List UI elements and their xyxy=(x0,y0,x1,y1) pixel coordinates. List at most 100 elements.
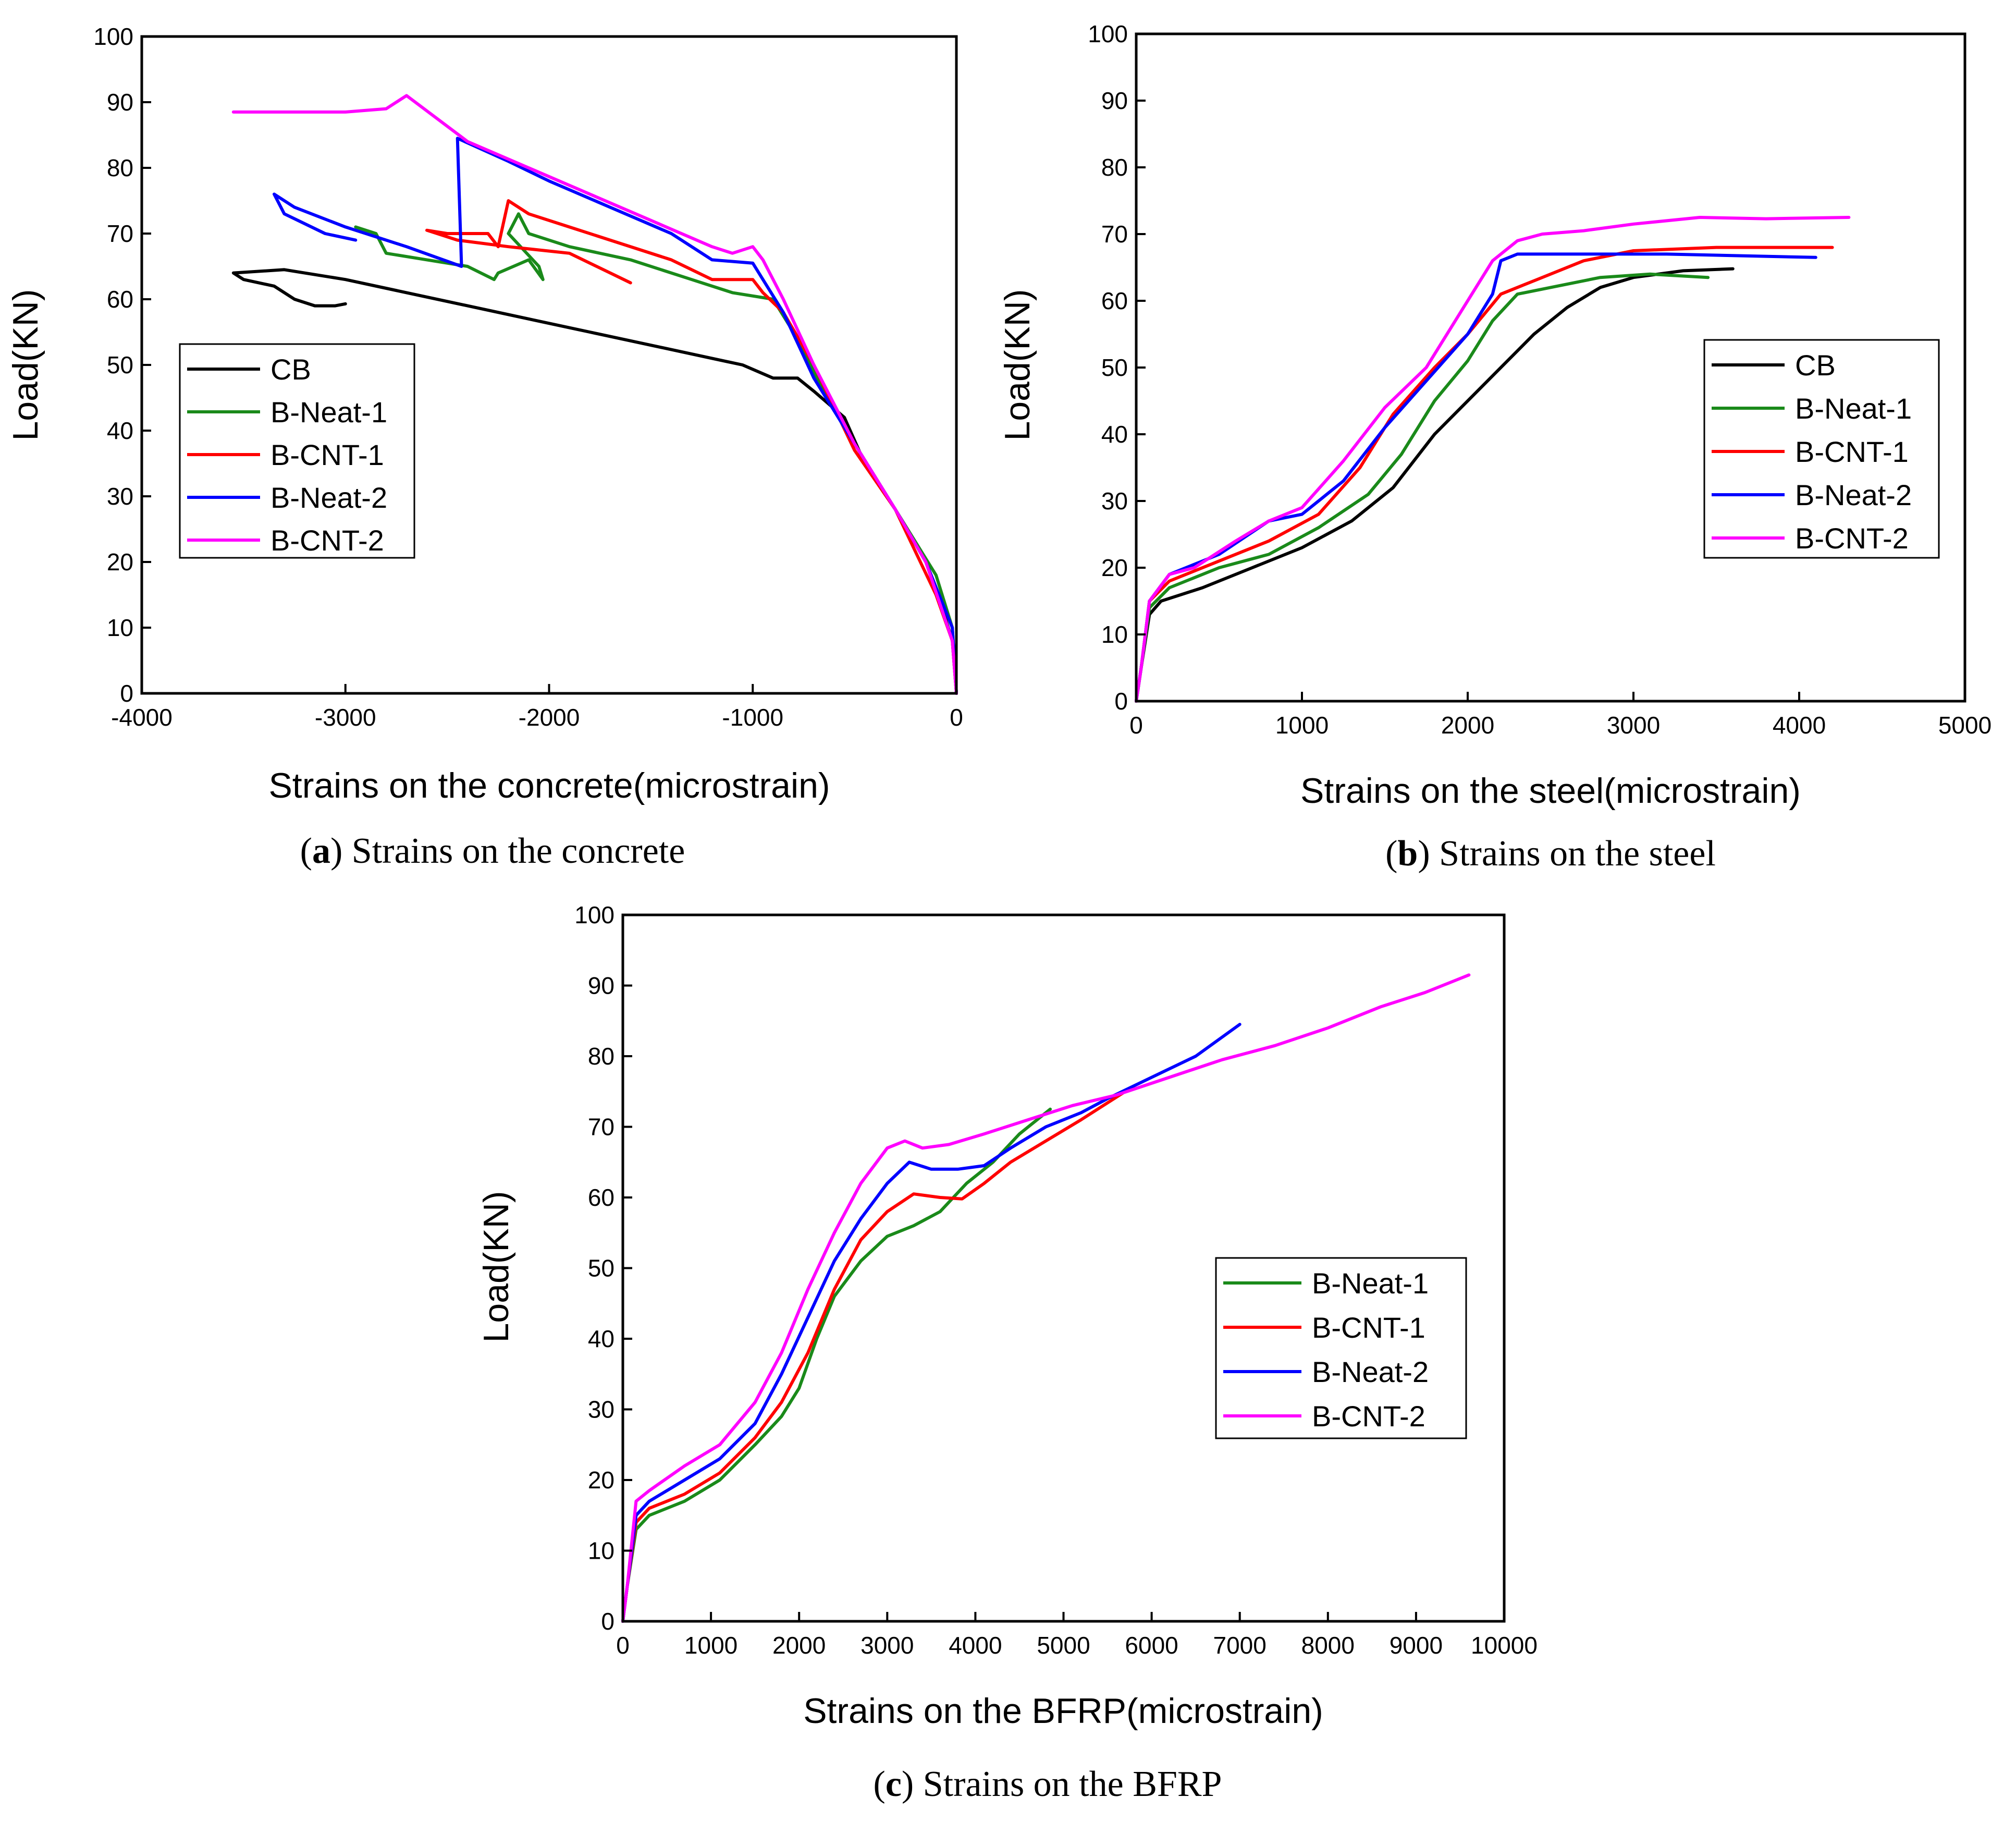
x-tick-label: 5000 xyxy=(1938,712,1992,739)
y-tick-label: 50 xyxy=(107,351,133,378)
y-tick-label: 0 xyxy=(1114,688,1128,715)
y-axis-title: Load(KN) xyxy=(476,1191,516,1342)
y-tick-label: 70 xyxy=(588,1114,614,1141)
legend: CB B-Neat-1 B-CNT-1 B-Neat-2 B-CNT-2 xyxy=(1703,339,1940,559)
y-tick-label: 30 xyxy=(1101,487,1128,515)
x-tick-label: 6000 xyxy=(1125,1632,1178,1659)
x-tick-label: -3000 xyxy=(315,704,376,731)
caption-letter: b xyxy=(1397,834,1418,874)
x-tick-label: 5000 xyxy=(1037,1632,1090,1659)
chart-panel-c: 0 1000 2000 3000 4000 5000 6000 7000 8000 9000 100… xyxy=(476,901,1538,1804)
x-tick-label: 2000 xyxy=(1441,712,1494,739)
y-tick-label: 90 xyxy=(588,972,614,999)
x-tick-label: 7000 xyxy=(1213,1632,1267,1659)
y-tick-label: 80 xyxy=(1101,154,1128,181)
x-tick-label: 4000 xyxy=(1773,712,1826,739)
x-tick-label: 3000 xyxy=(861,1632,914,1659)
x-tick-label: 1000 xyxy=(684,1632,737,1659)
legend-box xyxy=(179,343,415,559)
y-tick-label: 50 xyxy=(1101,354,1128,381)
series-line-b-cnt-1 xyxy=(1135,246,1834,703)
series-line-b-cnt-1 xyxy=(621,1090,1127,1623)
legend-label: B-CNT-1 xyxy=(1312,1311,1425,1344)
caption-text: Strains on the concrete xyxy=(352,831,685,871)
y-tick-label: 60 xyxy=(1101,287,1128,314)
y-tick-label: 80 xyxy=(588,1043,614,1070)
x-tick-label: 2000 xyxy=(772,1632,826,1659)
legend-label: B-Neat-1 xyxy=(1312,1267,1429,1300)
x-axis-title: Strains on the steel(microstrain) xyxy=(1300,771,1801,811)
legend-label: B-Neat-2 xyxy=(271,481,387,514)
y-tick-label: 40 xyxy=(588,1325,614,1352)
x-tick-label: -1000 xyxy=(722,704,783,731)
x-tick-label: 8000 xyxy=(1301,1632,1355,1659)
chart-panel-a: -4000 -3000 -2000 -1000 0 0 10 20 30 40 50 60 70 80 90… xyxy=(6,23,963,871)
series-line-b-cnt-1 xyxy=(425,199,958,695)
y-tick-label: 10 xyxy=(107,614,133,641)
series-line-b-cnt-2 xyxy=(621,973,1471,1623)
caption: (b) Strains on the steel xyxy=(1385,834,1716,874)
x-axis-title: Strains on the concrete(microstrain) xyxy=(268,766,830,805)
caption: (c) Strains on the BFRP xyxy=(874,1764,1222,1804)
series-line-b-neat-1 xyxy=(354,212,958,695)
x-tick-label: 0 xyxy=(1129,712,1143,739)
y-axis-title: Load(KN) xyxy=(6,289,45,441)
y-tick-label: 0 xyxy=(120,680,133,707)
series-line-b-cnt-2 xyxy=(231,94,958,695)
y-tick-label: 40 xyxy=(107,417,133,444)
y-tick-label: 20 xyxy=(1101,554,1128,581)
legend-label: B-Neat-1 xyxy=(271,396,387,429)
y-tick-label: 80 xyxy=(107,154,133,181)
caption-text: Strains on the steel xyxy=(1439,834,1716,874)
x-axis-title: Strains on the BFRP(microstrain) xyxy=(803,1691,1323,1731)
y-tick-label: 60 xyxy=(588,1184,614,1211)
x-tick-label: 4000 xyxy=(949,1632,1002,1659)
y-axis-title: Load(KN) xyxy=(998,289,1037,441)
y-tick-label: 100 xyxy=(574,901,614,928)
x-tick-label: 0 xyxy=(950,704,963,731)
y-tick-label: 70 xyxy=(1101,221,1128,248)
series-line-b-neat-1 xyxy=(1135,272,1710,703)
y-tick-label: 100 xyxy=(1088,20,1128,47)
x-tick-label: 1000 xyxy=(1275,712,1329,739)
y-tick-label: 90 xyxy=(107,89,133,116)
legend-label: B-Neat-2 xyxy=(1795,479,1912,511)
y-tick-label: 20 xyxy=(588,1466,614,1494)
x-tick-label: 9000 xyxy=(1390,1632,1443,1659)
series-line-b-cnt-2 xyxy=(1135,216,1851,703)
legend: B-Neat-1 B-CNT-1 B-Neat-2 B-CNT-2 xyxy=(1215,1257,1467,1439)
x-tick-label: -2000 xyxy=(519,704,580,731)
legend-label: B-CNT-1 xyxy=(271,438,384,471)
chart-panel-b: 0 1000 2000 3000 4000 5000 0 10 20 30 40 50 60 70 80 90… xyxy=(998,20,1992,874)
x-tick-label: 0 xyxy=(616,1632,630,1659)
legend-label: B-CNT-2 xyxy=(271,524,384,557)
y-tick-label: 60 xyxy=(107,286,133,313)
x-tick-label: 3000 xyxy=(1607,712,1660,739)
series-line-b-neat-1 xyxy=(621,1107,1052,1623)
series-line-b-neat-2 xyxy=(621,1023,1241,1623)
caption-letter: c xyxy=(886,1764,902,1804)
legend-box xyxy=(1703,339,1940,559)
legend-box xyxy=(1215,1257,1467,1439)
legend-label: B-Neat-1 xyxy=(1795,392,1912,425)
legend-label: B-CNT-2 xyxy=(1312,1400,1425,1433)
legend-label: B-CNT-2 xyxy=(1795,522,1909,555)
y-tick-label: 90 xyxy=(1101,87,1128,114)
y-tick-label: 20 xyxy=(107,548,133,576)
y-tick-label: 10 xyxy=(1101,621,1128,648)
y-tick-label: 30 xyxy=(107,483,133,510)
y-tick-label: 40 xyxy=(1101,421,1128,448)
caption: (a) Strains on the concrete xyxy=(300,831,685,871)
x-tick-label: -4000 xyxy=(111,704,173,731)
legend-label: CB xyxy=(271,353,311,386)
x-tick-label: 10000 xyxy=(1471,1632,1538,1659)
y-tick-label: 0 xyxy=(601,1608,614,1635)
y-tick-label: 50 xyxy=(588,1255,614,1282)
legend-label: CB xyxy=(1795,349,1836,382)
y-tick-label: 10 xyxy=(588,1537,614,1564)
caption-text: Strains on the BFRP xyxy=(923,1764,1222,1804)
legend: CB B-Neat-1 B-CNT-1 B-Neat-2 B-CNT-2 xyxy=(179,343,415,559)
legend-label: B-CNT-1 xyxy=(1795,435,1909,468)
legend-label: B-Neat-2 xyxy=(1312,1355,1429,1388)
